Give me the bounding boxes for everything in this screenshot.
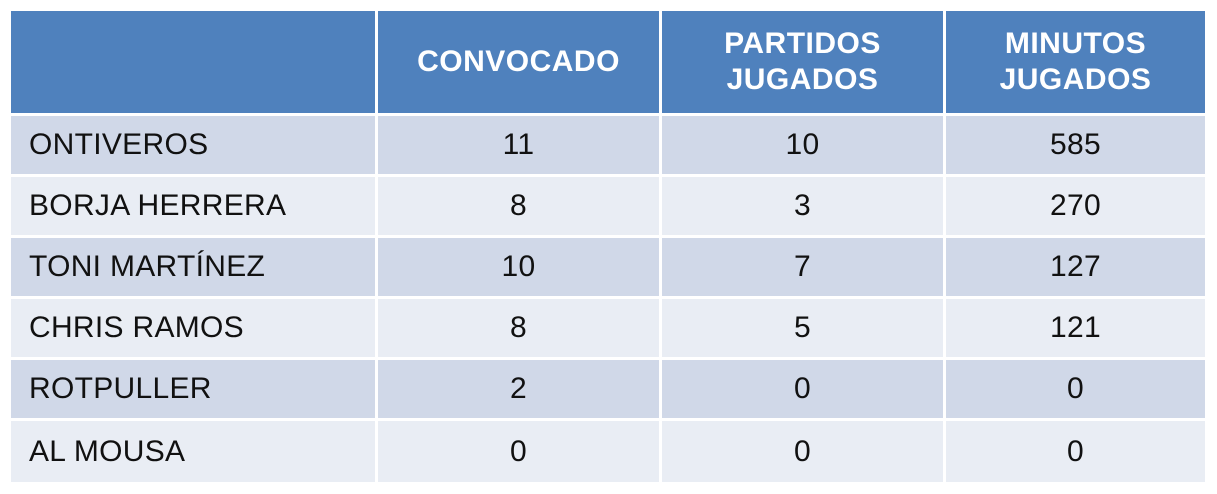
table-row: BORJA HERRERA 8 3 270 bbox=[11, 177, 1205, 238]
stat-cell: 121 bbox=[946, 299, 1205, 360]
stat-cell: 0 bbox=[662, 421, 946, 482]
header-row: CONVOCADO PARTIDOS JUGADOS MINUTOS JUGADOS bbox=[11, 11, 1205, 116]
player-name: ROTPULLER bbox=[11, 360, 378, 421]
player-name: AL MOUSA bbox=[11, 421, 378, 482]
stat-cell: 585 bbox=[946, 116, 1205, 177]
table-body: ONTIVEROS 11 10 585 BORJA HERRERA 8 3 270 TONI M… bbox=[11, 116, 1205, 482]
stat-cell: 0 bbox=[662, 360, 946, 421]
player-name: TONI MARTÍNEZ bbox=[11, 238, 378, 299]
stat-cell: 8 bbox=[378, 299, 662, 360]
stat-cell: 2 bbox=[378, 360, 662, 421]
table-row: ONTIVEROS 11 10 585 bbox=[11, 116, 1205, 177]
player-name: BORJA HERRERA bbox=[11, 177, 378, 238]
table-row: CHRIS RAMOS 8 5 121 bbox=[11, 299, 1205, 360]
stat-cell: 270 bbox=[946, 177, 1205, 238]
stat-cell: 0 bbox=[946, 360, 1205, 421]
stat-cell: 3 bbox=[662, 177, 946, 238]
column-header: CONVOCADO bbox=[378, 11, 662, 116]
table-row: TONI MARTÍNEZ 10 7 127 bbox=[11, 238, 1205, 299]
stat-cell: 7 bbox=[662, 238, 946, 299]
player-name: CHRIS RAMOS bbox=[11, 299, 378, 360]
column-header: PARTIDOS JUGADOS bbox=[662, 11, 946, 116]
header-corner bbox=[11, 11, 378, 116]
stat-cell: 10 bbox=[378, 238, 662, 299]
stat-cell: 10 bbox=[662, 116, 946, 177]
stat-cell: 8 bbox=[378, 177, 662, 238]
stat-cell: 0 bbox=[946, 421, 1205, 482]
player-name: ONTIVEROS bbox=[11, 116, 378, 177]
stat-cell: 5 bbox=[662, 299, 946, 360]
stat-cell: 11 bbox=[378, 116, 662, 177]
stat-cell: 127 bbox=[946, 238, 1205, 299]
table-row: AL MOUSA 0 0 0 bbox=[11, 421, 1205, 482]
stats-table: CONVOCADO PARTIDOS JUGADOS MINUTOS JUGADOS… bbox=[11, 11, 1205, 482]
table-row: ROTPULLER 2 0 0 bbox=[11, 360, 1205, 421]
stat-cell: 0 bbox=[378, 421, 662, 482]
column-header: MINUTOS JUGADOS bbox=[946, 11, 1205, 116]
